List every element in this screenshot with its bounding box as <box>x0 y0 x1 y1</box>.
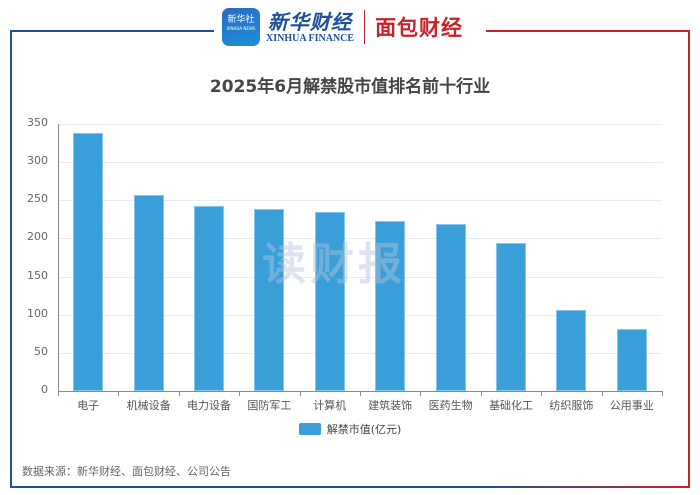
bar[interactable] <box>254 208 285 391</box>
logo-divider <box>364 10 366 44</box>
y-tick-label: 200 <box>27 230 48 244</box>
frame-bottom <box>10 486 690 488</box>
x-tick <box>662 391 663 396</box>
plot-area <box>58 124 662 391</box>
x-tick <box>601 391 603 396</box>
bar[interactable] <box>314 211 345 391</box>
x-tick-label: 电子 <box>77 399 100 412</box>
x-tick <box>178 391 180 396</box>
gridline <box>58 276 662 278</box>
x-tick <box>480 391 482 396</box>
y-tick-label: 300 <box>27 154 48 168</box>
xinhua-finance-cn: 新华财经 <box>268 9 353 34</box>
legend-label: 解禁市值(亿元) <box>326 423 402 436</box>
x-tick <box>239 391 241 396</box>
x-tick-label: 基础化工 <box>489 399 533 412</box>
y-tick-label: 350 <box>27 116 48 129</box>
frame-right <box>688 30 690 488</box>
xinhua-news-logo-icon: 新华社 XINHUA NEWS <box>222 8 260 46</box>
y-tick-label: 150 <box>27 268 48 282</box>
frame-top-right <box>486 30 690 32</box>
data-source: 数据来源：新华财经、面包财经、公司公告 <box>22 465 231 478</box>
y-axis-line <box>58 124 59 392</box>
x-tick-label: 计算机 <box>313 399 347 412</box>
xinhua-icon-subtext: XINHUA NEWS <box>226 26 256 31</box>
x-tick <box>118 391 120 396</box>
bar[interactable] <box>73 133 104 391</box>
bar[interactable] <box>435 223 466 391</box>
x-tick <box>299 391 301 396</box>
y-tick-label: 0 <box>41 383 48 396</box>
bar[interactable] <box>133 194 164 391</box>
frame-left <box>10 30 12 488</box>
y-tick-label: 250 <box>27 192 48 206</box>
gridline <box>58 200 662 202</box>
frame-top-left <box>10 30 214 32</box>
x-tick <box>541 391 543 396</box>
legend-swatch <box>298 423 321 435</box>
bar[interactable] <box>556 310 587 391</box>
x-tick <box>420 391 422 396</box>
x-tick <box>360 391 361 396</box>
x-tick-label: 国防军工 <box>247 399 292 412</box>
x-tick-label: 纺织服饰 <box>549 399 594 412</box>
gridline <box>58 314 662 316</box>
gridline <box>58 238 662 240</box>
xinhua-finance-logo: 新华财经 XINHUA FINANCE <box>266 11 354 44</box>
x-tick <box>58 391 59 396</box>
x-tick-label: 公用事业 <box>609 399 654 412</box>
x-tick-label: 机械设备 <box>126 399 171 412</box>
legend[interactable]: 解禁市值(亿元) <box>0 421 700 437</box>
bar[interactable] <box>616 329 647 391</box>
gridline <box>58 352 662 354</box>
mianbao-finance-logo: 面包财经 <box>375 16 464 40</box>
bar[interactable] <box>496 243 526 391</box>
x-tick-label: 建筑装饰 <box>368 399 413 412</box>
y-tick-label: 50 <box>34 344 48 358</box>
y-tick-label: 100 <box>27 306 48 320</box>
watermark: 读财报 <box>262 239 406 290</box>
gridline <box>58 124 662 125</box>
xinhua-icon-text: 新华社 <box>227 15 255 25</box>
x-tick-label: 医药生物 <box>428 399 473 412</box>
xinhua-finance-en: XINHUA FINANCE <box>266 32 355 44</box>
chart-title: 2025年6月解禁股市值排名前十行业 <box>209 77 491 97</box>
header-logos: 新华社 XINHUA NEWS 新华财经 XINHUA FINANCE 面包财经 <box>222 6 478 48</box>
bar[interactable] <box>194 205 224 391</box>
x-tick-label: 电力设备 <box>187 399 231 412</box>
gridline <box>58 162 662 164</box>
bar[interactable] <box>375 220 406 391</box>
